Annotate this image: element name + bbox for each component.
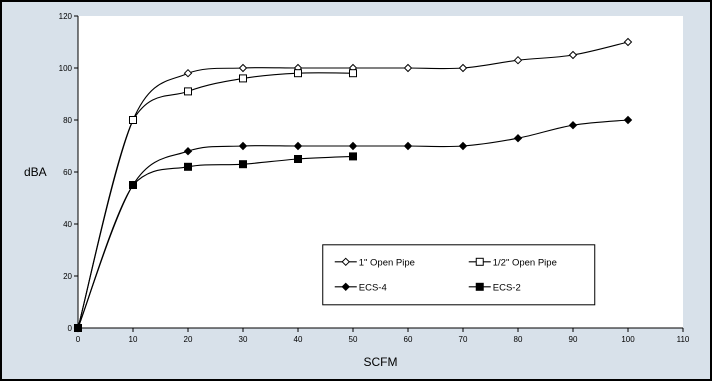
- legend-label: ECS-4: [359, 282, 387, 293]
- data-point: [403, 141, 413, 151]
- data-point: [623, 115, 633, 125]
- data-point: [239, 74, 247, 83]
- legend-label: 1/2" Open Pipe: [493, 257, 557, 268]
- legend-box: [322, 244, 596, 306]
- y-tick-label: 120: [59, 12, 73, 21]
- data-point: [513, 133, 523, 143]
- x-tick-label: 40: [294, 335, 303, 344]
- data-point: [568, 50, 578, 60]
- data-point: [403, 63, 413, 73]
- x-tick-label: 50: [349, 335, 358, 344]
- y-tick-label: 0: [68, 324, 73, 333]
- legend-label: ECS-2: [493, 282, 521, 293]
- x-tick-label: 90: [569, 335, 578, 344]
- data-point: [184, 87, 192, 96]
- series-3: [74, 152, 357, 332]
- data-point: [349, 69, 357, 78]
- series-2: [73, 115, 633, 333]
- x-tick-label: 20: [184, 335, 193, 344]
- data-point: [513, 55, 523, 65]
- data-point: [184, 162, 192, 171]
- data-point: [349, 152, 357, 161]
- data-point: [294, 155, 302, 163]
- legend-item: 1/2" Open Pipe: [468, 257, 557, 268]
- series-line: [77, 119, 629, 329]
- data-point: [348, 141, 358, 151]
- data-point: [623, 37, 633, 47]
- y-tick-label: 100: [59, 64, 73, 73]
- data-point: [129, 181, 137, 189]
- data-point: [74, 324, 82, 332]
- x-tick-label: 60: [404, 335, 413, 344]
- legend-item: ECS-4: [334, 282, 387, 293]
- data-point: [183, 146, 193, 156]
- x-tick-label: 80: [514, 335, 523, 344]
- axes: 0 20 40 60 80 100 120 0 10 20 30 40 50 60 70 80 90 100 110: [59, 12, 690, 344]
- data-point: [458, 141, 468, 151]
- series-layer: [73, 37, 633, 333]
- x-tick-label: 10: [129, 335, 138, 344]
- data-point: [129, 116, 137, 124]
- x-axis-title: SCFM: [364, 355, 398, 369]
- legend-marker: [341, 282, 350, 292]
- y-axis-title: dBA: [24, 165, 47, 179]
- data-point: [239, 160, 247, 169]
- data-point: [238, 63, 248, 73]
- x-tick-label: 100: [621, 335, 635, 344]
- x-tick-label: 110: [677, 335, 690, 344]
- y-tick-label: 20: [63, 272, 72, 281]
- legend-item: 1" Open Pipe: [334, 257, 415, 268]
- data-point: [458, 63, 468, 73]
- legend-marker: [475, 282, 484, 291]
- data-point: [568, 120, 578, 130]
- x-tick-label: 30: [239, 335, 248, 344]
- legend-item: ECS-2: [468, 282, 521, 293]
- legend-label: 1" Open Pipe: [359, 257, 415, 268]
- y-tick-label: 60: [63, 168, 72, 177]
- data-point: [238, 141, 248, 151]
- data-point: [183, 68, 193, 78]
- y-tick-label: 80: [63, 116, 72, 125]
- legend: 1" Open Pipe 1/2" Open Pipe ECS-4 ECS-2: [322, 244, 596, 306]
- legend-marker: [475, 257, 484, 266]
- y-tick-label: 40: [63, 220, 72, 229]
- x-tick-label: 70: [459, 335, 468, 344]
- legend-marker: [341, 257, 350, 267]
- data-point: [293, 141, 303, 151]
- x-tick-label: 0: [76, 335, 81, 344]
- data-point: [294, 69, 302, 78]
